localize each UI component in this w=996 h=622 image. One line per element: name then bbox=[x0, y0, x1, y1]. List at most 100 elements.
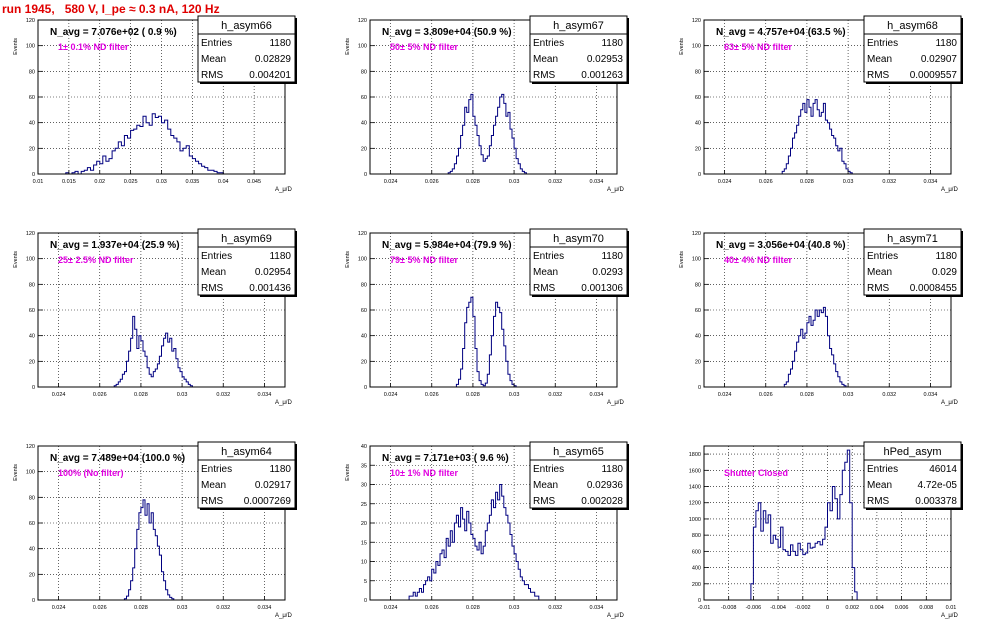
stat-label: Mean bbox=[867, 267, 892, 278]
histogram-curve bbox=[783, 306, 847, 387]
x-tick-label: 0.032 bbox=[882, 179, 896, 185]
y-tick-label: 20 bbox=[361, 359, 367, 365]
y-tick-label: 0 bbox=[364, 598, 367, 604]
hist-name: h_asym66 bbox=[221, 20, 272, 32]
y-tick-label: 0 bbox=[364, 172, 367, 178]
navg-title: N_avg = 5.984e+04 (79.9 %) bbox=[382, 240, 512, 251]
filter-annotation: 63± 5% ND filter bbox=[724, 42, 792, 52]
y-tick-label: 10 bbox=[361, 560, 367, 566]
y-tick-label: 60 bbox=[695, 308, 701, 314]
y-tick-label: 0 bbox=[698, 385, 701, 391]
y-tick-label: 35 bbox=[361, 463, 367, 469]
stat-value: 1180 bbox=[935, 251, 957, 262]
stat-value: 1180 bbox=[269, 38, 291, 49]
histogram-curve bbox=[455, 296, 517, 387]
y-tick-label: 25 bbox=[361, 502, 367, 508]
x-tick-label: 0.026 bbox=[425, 605, 439, 611]
x-tick-label: 0.032 bbox=[216, 392, 230, 398]
x-tick-label: 0.028 bbox=[466, 179, 480, 185]
y-tick-label: 80 bbox=[361, 282, 367, 288]
x-tick-label: -0.004 bbox=[770, 605, 786, 611]
x-tick-label: 0.028 bbox=[134, 605, 148, 611]
x-tick-label: 0.024 bbox=[384, 179, 398, 185]
y-axis-label: Events bbox=[679, 251, 685, 268]
y-tick-label: 100 bbox=[26, 44, 35, 50]
stat-label: RMS bbox=[867, 70, 890, 81]
x-tick-label: 0.024 bbox=[718, 392, 732, 398]
stats-box bbox=[529, 15, 628, 83]
y-tick-label: 40 bbox=[361, 121, 367, 127]
histogram-panel-h_asym67: 0.024 0.026 0.028 0.03 0.032 0.034 0 20 40 60 80 10… bbox=[345, 15, 629, 193]
x-tick-label: 0.028 bbox=[134, 392, 148, 398]
histogram-curve bbox=[781, 99, 853, 174]
x-tick-label: 0.04 bbox=[218, 179, 229, 185]
stat-value: 0.0009557 bbox=[910, 70, 958, 81]
stats-box bbox=[197, 228, 296, 296]
navg-title: N_avg = 3.809e+04 (50.9 %) bbox=[382, 27, 512, 38]
stat-label: Mean bbox=[201, 480, 226, 491]
y-tick-label: 0 bbox=[364, 385, 367, 391]
stat-value: 1180 bbox=[269, 251, 291, 262]
x-axis-label: A_μ/D bbox=[275, 613, 292, 619]
x-tick-label: 0.028 bbox=[800, 392, 814, 398]
hist-name: hPed_asym bbox=[883, 446, 941, 458]
y-tick-label: 60 bbox=[361, 95, 367, 101]
y-axis-label: Events bbox=[345, 38, 351, 55]
stat-value: 0.002028 bbox=[581, 496, 623, 507]
hist-name: h_asym69 bbox=[221, 233, 272, 245]
histogram-panel-h_asym70: 0.024 0.026 0.028 0.03 0.032 0.034 0 20 40 60 80 10… bbox=[345, 228, 629, 406]
x-tick-label: 0.032 bbox=[548, 392, 562, 398]
x-tick-label: 0.004 bbox=[870, 605, 884, 611]
filter-annotation: 1± 0.1% ND filter bbox=[58, 42, 129, 52]
y-tick-label: 40 bbox=[695, 334, 701, 340]
histogram-panel-h_asym66: 0.01 0.015 0.02 0.025 0.03 0.035 0.04 0.045 0 20 4… bbox=[13, 15, 297, 193]
y-tick-label: 60 bbox=[29, 95, 35, 101]
x-tick-label: 0.026 bbox=[425, 179, 439, 185]
stat-label: RMS bbox=[533, 70, 556, 81]
hist-name: h_asym68 bbox=[887, 20, 938, 32]
y-tick-label: 15 bbox=[361, 540, 367, 546]
stat-value: 0.02829 bbox=[255, 54, 292, 65]
stats-box bbox=[863, 15, 962, 83]
y-tick-label: 120 bbox=[692, 18, 701, 24]
stat-label: Mean bbox=[201, 267, 226, 278]
run-title: run 1945, 580 V, I_pe ≈ 0.3 nA, 120 Hz bbox=[2, 2, 220, 16]
y-tick-label: 800 bbox=[692, 533, 701, 539]
stat-value: 0.004201 bbox=[249, 70, 291, 81]
y-tick-label: 40 bbox=[361, 334, 367, 340]
x-tick-label: 0.026 bbox=[759, 392, 773, 398]
stat-value: 1180 bbox=[935, 38, 957, 49]
y-tick-label: 80 bbox=[695, 69, 701, 75]
x-tick-label: 0.034 bbox=[590, 392, 604, 398]
y-axis-label: Events bbox=[13, 464, 19, 481]
y-tick-label: 120 bbox=[692, 231, 701, 237]
y-tick-label: 80 bbox=[29, 495, 35, 501]
navg-title: N_avg = 1.937e+04 (25.9 %) bbox=[50, 240, 180, 251]
filter-annotation: 10± 1% ND filter bbox=[390, 468, 458, 478]
stat-value: 0.02953 bbox=[587, 54, 624, 65]
x-tick-label: 0.032 bbox=[882, 392, 896, 398]
x-axis-label: A_μ/D bbox=[607, 187, 624, 193]
stat-label: Mean bbox=[201, 54, 226, 65]
stats-box bbox=[863, 228, 962, 296]
x-tick-label: -0.008 bbox=[721, 605, 737, 611]
x-tick-label: 0.03 bbox=[177, 605, 188, 611]
y-tick-label: 20 bbox=[695, 359, 701, 365]
x-tick-label: 0.032 bbox=[548, 605, 562, 611]
histogram-curve bbox=[65, 113, 224, 175]
stat-value: 4.72e-05 bbox=[918, 480, 958, 491]
stat-value: 0.02917 bbox=[255, 480, 292, 491]
x-tick-label: 0.034 bbox=[924, 392, 938, 398]
x-tick-label: 0.024 bbox=[384, 605, 398, 611]
x-tick-label: 0.03 bbox=[156, 179, 167, 185]
stat-value: 1180 bbox=[601, 464, 623, 475]
x-tick-label: 0.035 bbox=[185, 179, 199, 185]
stat-label: RMS bbox=[201, 70, 224, 81]
y-tick-label: 60 bbox=[29, 308, 35, 314]
y-tick-label: 100 bbox=[358, 44, 367, 50]
stat-label: RMS bbox=[201, 496, 224, 507]
y-tick-label: 100 bbox=[358, 257, 367, 263]
x-tick-label: 0.032 bbox=[548, 179, 562, 185]
navg-title: N_avg = 7.489e+04 (100.0 %) bbox=[50, 453, 185, 464]
stats-box bbox=[529, 441, 628, 509]
